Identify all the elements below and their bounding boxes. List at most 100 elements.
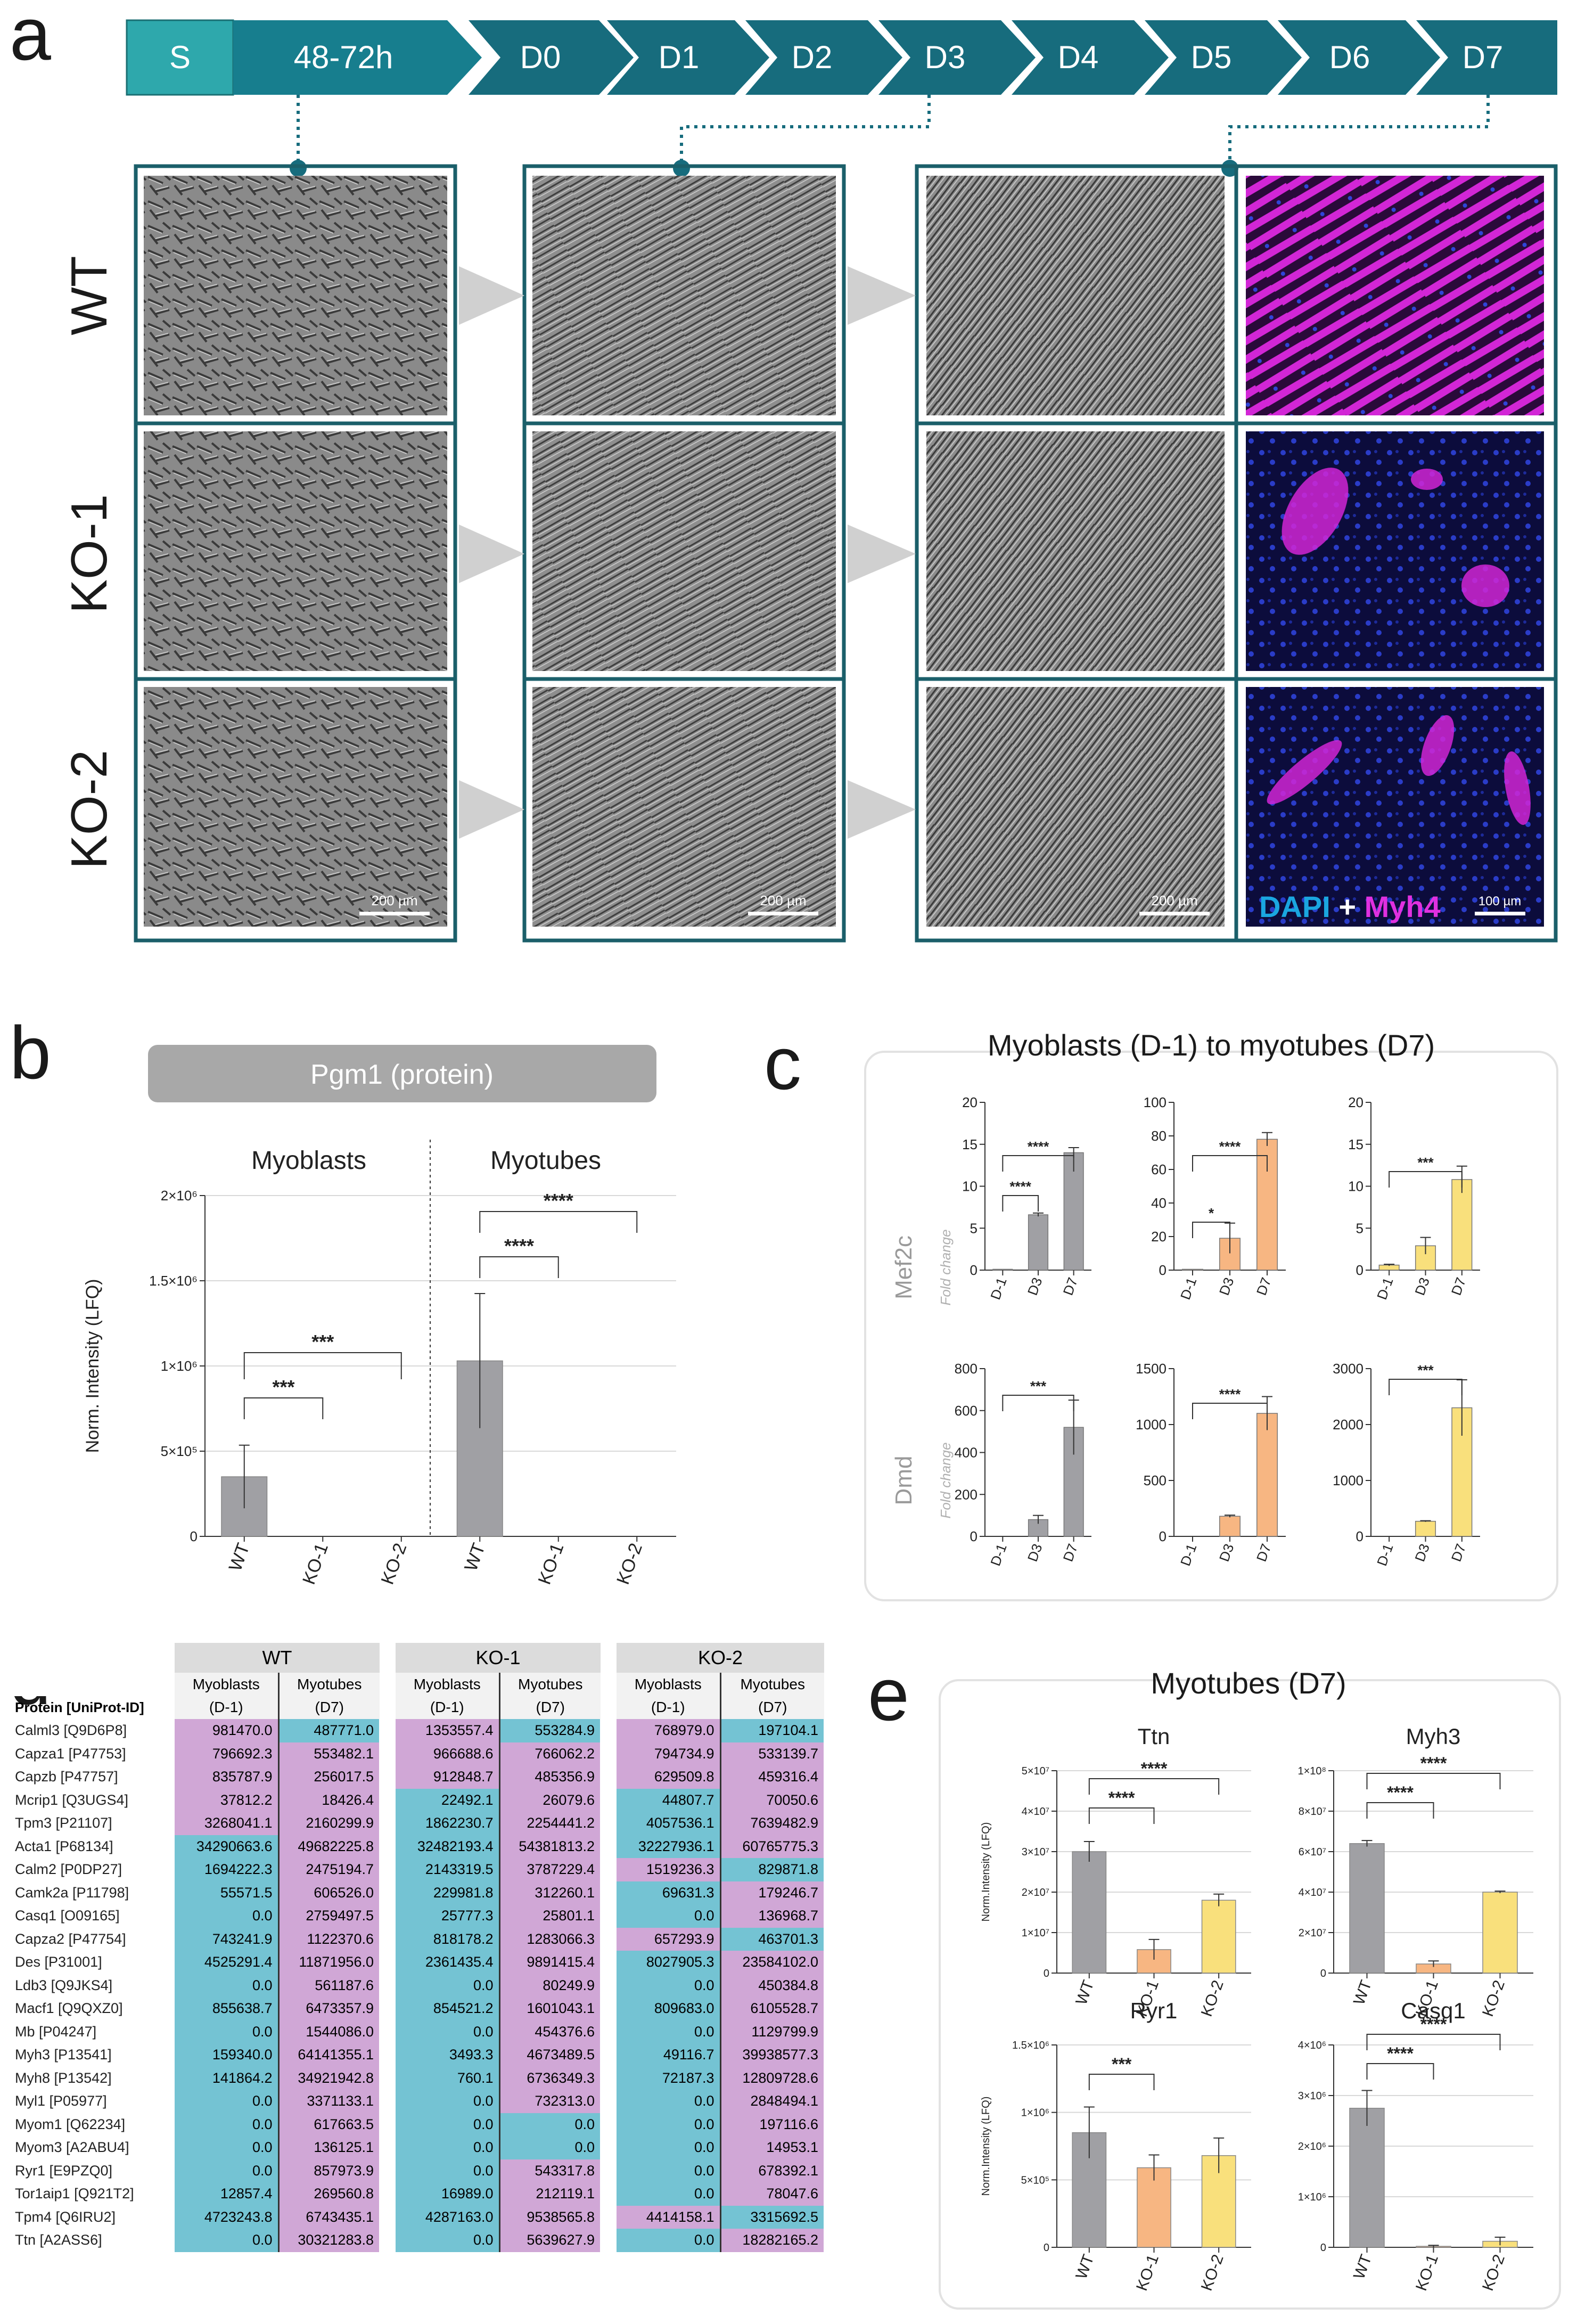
table-cell: 1601043.1 bbox=[499, 1997, 601, 2020]
subheader: (D-1) bbox=[175, 1696, 280, 1719]
x-tick-label: WT bbox=[225, 1541, 254, 1574]
y-axis-label: Norm. Intensity (LFQ) bbox=[83, 1279, 103, 1453]
x-tick-label: KO-1 bbox=[1133, 2252, 1162, 2293]
table-cell: 629509.8 bbox=[617, 1765, 721, 1789]
timeline-step bbox=[1416, 20, 1557, 95]
pgm1-header-label: Pgm1 (protein) bbox=[310, 1059, 494, 1090]
significance-label: **** bbox=[1420, 2015, 1447, 2034]
micrograph-ko1-0 bbox=[144, 431, 447, 671]
table-cell: 269560.8 bbox=[278, 2182, 380, 2206]
y-tick-label: 200 bbox=[955, 1486, 977, 1502]
y-tick-label: 100 bbox=[1144, 1094, 1167, 1110]
table-cell: 454376.6 bbox=[499, 2020, 601, 2043]
y-tick-label: 2×10⁷ bbox=[1299, 1927, 1326, 1939]
table-cell: 4723243.8 bbox=[175, 2205, 280, 2229]
table-row: Calml3 [Q9D6P8] 981470.0 487771.0 1353557.4… bbox=[10, 1719, 825, 1742]
column-gap bbox=[601, 1858, 617, 1881]
table-cell: 2254441.2 bbox=[499, 1812, 601, 1835]
y-tick-label: 1000 bbox=[1136, 1417, 1167, 1433]
x-tick-label: KO-1 bbox=[535, 1541, 568, 1587]
column-gap bbox=[601, 1788, 617, 1812]
column-gap bbox=[601, 2229, 617, 2252]
table-cell: 16989.0 bbox=[396, 2182, 500, 2206]
table-cell: 0.0 bbox=[396, 2159, 500, 2182]
y-tick-label: 400 bbox=[955, 1445, 977, 1461]
column-gap bbox=[601, 1997, 617, 2020]
table-cell: 854521.2 bbox=[396, 1997, 500, 2020]
x-tick-label: D3 bbox=[1024, 1542, 1046, 1564]
timeline-label: D4 bbox=[1058, 39, 1099, 75]
column-gap bbox=[380, 1765, 396, 1789]
scale-bar-label: 100 µm bbox=[1478, 894, 1522, 909]
table-cell: 44807.7 bbox=[617, 1788, 721, 1812]
table-cell: 197104.1 bbox=[720, 1719, 825, 1742]
micrograph-wt-0 bbox=[144, 176, 447, 415]
table-cell: 6743435.1 bbox=[278, 2205, 380, 2229]
protein-column-header: Protein [UniProt-ID] bbox=[15, 1699, 144, 1715]
myotube-charts: Ttn 0 1×10⁷ 2×10⁷ 3×10⁷ 4×10⁷ 5×10⁷ WT KO-1 KO-2 *… bbox=[980, 1724, 1533, 2293]
table-cell: 678392.1 bbox=[720, 2159, 825, 2182]
table-cell: 6105528.7 bbox=[720, 1997, 825, 2020]
significance-bracket bbox=[1389, 1171, 1463, 1188]
significance-bracket bbox=[1088, 1807, 1155, 1824]
column-gap bbox=[601, 1765, 617, 1789]
table-cell: 72187.3 bbox=[617, 2066, 721, 2090]
table-row: Tor1aip1 [Q921T2] 12857.4 269560.8 16989.0 2… bbox=[10, 2182, 825, 2206]
bar bbox=[1028, 1214, 1049, 1271]
connector-dot bbox=[673, 160, 690, 177]
y-tick-label: 3×10⁶ bbox=[1298, 2090, 1326, 2102]
y-tick-label: 4×10⁶ bbox=[1298, 2040, 1326, 2051]
column-gap bbox=[380, 1927, 396, 1951]
stain-legend: DAPI + Myh4 bbox=[1259, 890, 1441, 923]
table-cell: 49682225.8 bbox=[278, 1835, 380, 1858]
column-gap bbox=[601, 2066, 617, 2090]
x-tick-label: D7 bbox=[1448, 1542, 1469, 1564]
subheader: (D-1) bbox=[396, 1696, 500, 1719]
column-gap bbox=[380, 2205, 396, 2229]
panel-letter-c: c bbox=[764, 1021, 801, 1105]
progression-arrows bbox=[459, 266, 916, 839]
table-row: Myh3 [P13541] 159340.0 64141355.1 3493.3 467… bbox=[10, 2043, 825, 2067]
table-cell: 809683.0 bbox=[617, 1997, 721, 2020]
timeline-connectors bbox=[297, 95, 1490, 166]
table-cell: 4525291.4 bbox=[175, 1951, 280, 1974]
protein-name: Capza1 [P47753] bbox=[15, 1745, 126, 1762]
x-tick-label: D3 bbox=[1411, 1542, 1433, 1564]
protein-name: Casq1 [O09165] bbox=[15, 1908, 120, 1924]
table-cell: 18282165.2 bbox=[720, 2229, 825, 2252]
column-gap bbox=[380, 1788, 396, 1812]
bar bbox=[1219, 1516, 1241, 1537]
subheader: Myotubes bbox=[278, 1673, 380, 1696]
x-tick-label: KO-1 bbox=[1412, 2252, 1442, 2293]
table-cell: 2160299.9 bbox=[278, 1812, 380, 1835]
table-cell: 0.0 bbox=[396, 2136, 500, 2159]
axis-label-fold-change: Fold change bbox=[938, 1442, 954, 1518]
table-cell: 70050.6 bbox=[720, 1788, 825, 1812]
table-cell: 981470.0 bbox=[175, 1719, 280, 1742]
immunofluorescence-wt bbox=[1246, 176, 1544, 415]
column-gap bbox=[380, 2090, 396, 2113]
table-row: Macf1 [Q9QXZ0] 855638.7 6473357.9 854521.2 1… bbox=[10, 1997, 825, 2020]
x-tick-label: KO-2 bbox=[1479, 1978, 1508, 2019]
table-cell: 54381813.2 bbox=[499, 1835, 601, 1858]
table-cell: 1283066.3 bbox=[499, 1927, 601, 1951]
column-gap bbox=[601, 1904, 617, 1928]
table-row: Capza1 [P47753] 796692.3 553482.1 966688.6 7… bbox=[10, 1742, 825, 1765]
table-cell: 0.0 bbox=[175, 2113, 280, 2136]
column-gap bbox=[380, 1812, 396, 1835]
table-cell: 256017.5 bbox=[278, 1765, 380, 1789]
table-cell: 3315692.5 bbox=[720, 2205, 825, 2229]
y-tick-label: 1×10⁶ bbox=[161, 1358, 198, 1374]
y-tick-label: 0 bbox=[970, 1262, 977, 1278]
protein-name: Ryr1 [E9PZQ0] bbox=[15, 2162, 113, 2179]
table-cell: 9891415.4 bbox=[499, 1951, 601, 1974]
column-gap bbox=[380, 1881, 396, 1904]
significance-bracket bbox=[1088, 1778, 1220, 1795]
column-gap bbox=[380, 2020, 396, 2043]
micrograph-ko2-0 bbox=[144, 687, 447, 927]
subheader: (D-1) bbox=[617, 1696, 721, 1719]
table-row: Capzb [P47757] 835787.9 256017.5 912848.7 48… bbox=[10, 1765, 825, 1789]
protein-table: WT KO-1 KO-2 Myoblasts Myotubes Myoblast… bbox=[10, 1643, 825, 2252]
